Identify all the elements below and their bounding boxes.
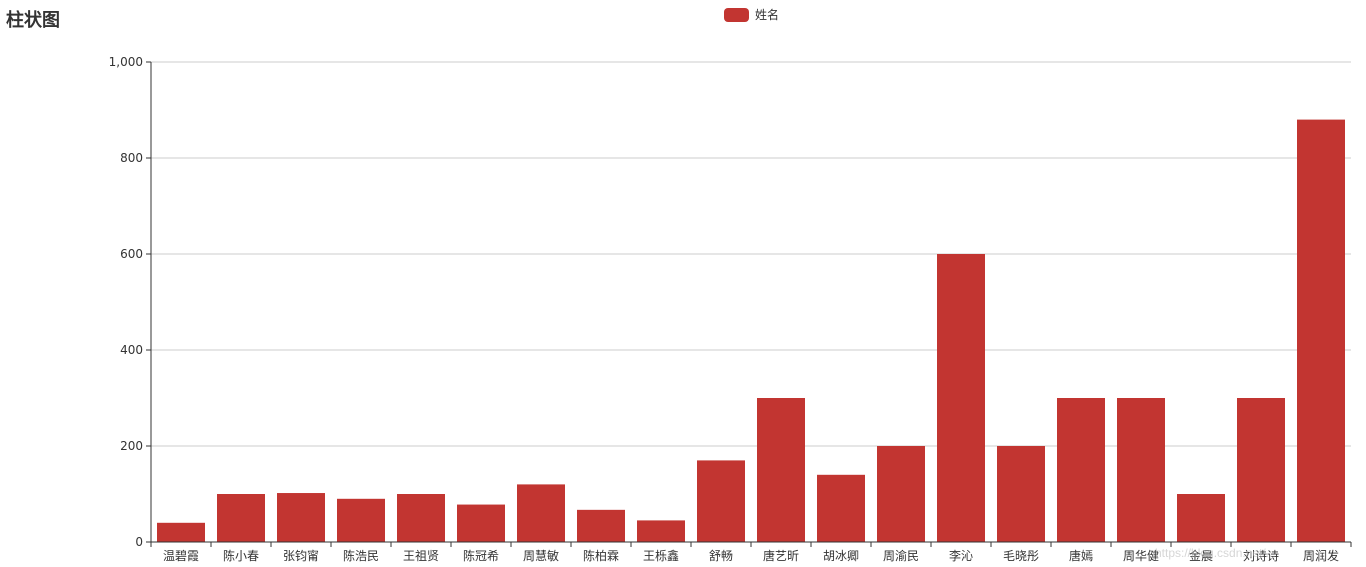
bar[interactable] [577, 509, 625, 542]
bar[interactable] [997, 446, 1045, 542]
bar[interactable] [877, 446, 925, 542]
bar[interactable] [277, 493, 325, 542]
x-tick-label: 周润发 [1303, 548, 1339, 563]
x-tick-label: 周慧敏 [523, 548, 559, 563]
y-tick-label: 800 [120, 151, 143, 165]
x-tick-label: 周华健 [1123, 549, 1159, 563]
bar[interactable] [517, 484, 565, 542]
bar[interactable] [757, 398, 805, 542]
bars [157, 119, 1345, 542]
x-tick-label: 王栎鑫 [643, 548, 679, 563]
x-tick-label: 王祖贤 [403, 548, 439, 563]
legend-label: 姓名 [755, 8, 780, 22]
x-tick-label: 周渝民 [883, 548, 919, 563]
x-tick-label: 陈浩民 [343, 548, 379, 563]
legend-swatch [724, 7, 749, 22]
x-tick-label: 陈小春 [223, 548, 259, 563]
x-tick-label: 李沁 [949, 548, 973, 563]
x-tick-label: 陈冠希 [463, 548, 499, 563]
x-tick-label: 金晨 [1189, 548, 1213, 563]
legend[interactable]: 姓名 [724, 6, 779, 23]
grid-lines [151, 61, 1351, 447]
y-tick-label: 200 [120, 439, 143, 453]
bar[interactable] [817, 474, 865, 542]
bar[interactable] [1297, 119, 1345, 542]
x-tick-label: 毛晓彤 [1003, 549, 1039, 563]
bar[interactable] [397, 494, 445, 542]
x-ticks: 温碧霞 陈小春 张钧甯 陈浩民 王祖贤 陈冠希 周慧敏 陈柏霖 王栎鑫 舒畅 唐艺昕 胡冰卿 周渝民 李沁… [150, 542, 1352, 563]
bar[interactable] [937, 254, 985, 542]
x-tick-label: 张钧甯 [283, 548, 319, 563]
y-ticks: 0 200 400 600 800 1,000 [109, 55, 151, 549]
x-tick-label: 唐嫣 [1069, 548, 1093, 563]
bar[interactable] [217, 494, 265, 542]
bar[interactable] [457, 504, 505, 542]
x-tick-label: 温碧霞 [163, 549, 199, 563]
watermark: https://blog.csdn.net/... [1155, 546, 1276, 560]
chart-title: 柱状图 [6, 10, 60, 31]
y-tick-label: 600 [120, 247, 143, 261]
x-tick-label: 陈柏霖 [583, 548, 619, 563]
x-tick-label: 舒畅 [709, 549, 733, 563]
y-tick-label: 400 [120, 343, 143, 357]
x-tick-label: 胡冰卿 [823, 549, 859, 563]
y-tick-label: 1,000 [109, 55, 143, 69]
x-tick-label: 刘诗诗 [1243, 549, 1279, 563]
bar[interactable] [1057, 398, 1105, 542]
bar[interactable] [697, 460, 745, 542]
bar[interactable] [1117, 398, 1165, 542]
bar[interactable] [1237, 398, 1285, 542]
y-tick-label: 0 [135, 535, 143, 549]
bar[interactable] [1177, 494, 1225, 542]
axes [150, 62, 1351, 543]
bar[interactable] [637, 520, 685, 542]
bar[interactable] [337, 498, 385, 542]
x-tick-label: 唐艺昕 [763, 548, 799, 563]
bar[interactable] [157, 522, 205, 542]
